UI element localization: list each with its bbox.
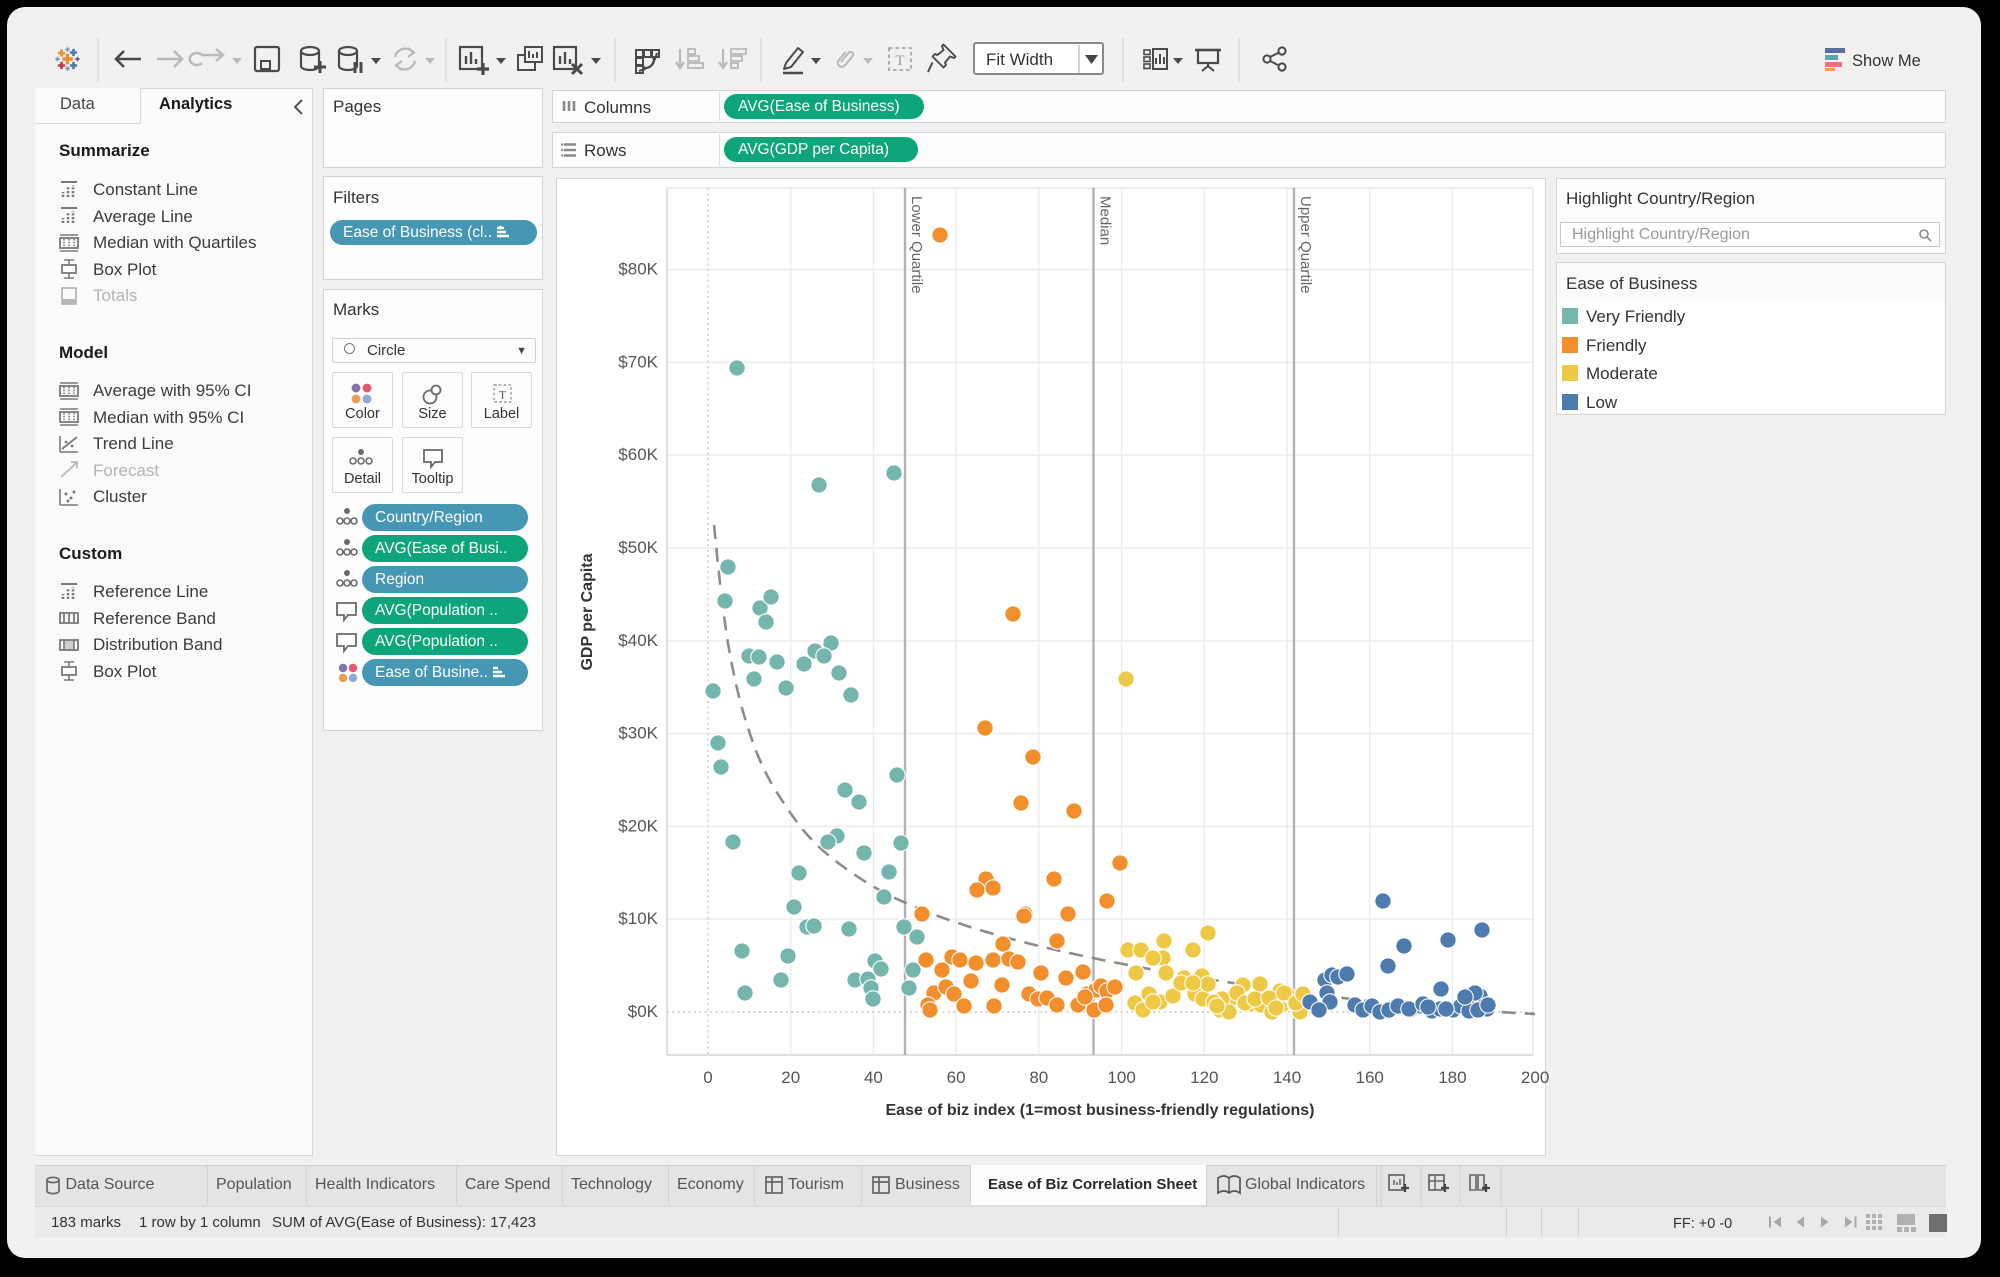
svg-text:Upper Quartile: Upper Quartile — [1297, 196, 1314, 294]
svg-text:T: T — [499, 388, 507, 402]
svg-text:100: 100 — [1107, 1068, 1135, 1087]
svg-text:$60K: $60K — [618, 445, 658, 464]
svg-text:$70K: $70K — [618, 352, 658, 371]
svg-text:120: 120 — [1190, 1068, 1218, 1087]
svg-text:$20K: $20K — [618, 816, 658, 835]
svg-text:200: 200 — [1521, 1068, 1549, 1087]
svg-text:GDP per Capita: GDP per Capita — [579, 553, 596, 670]
svg-text:160: 160 — [1356, 1068, 1384, 1087]
svg-text:Lower Quartile: Lower Quartile — [908, 196, 925, 294]
svg-text:$40K: $40K — [618, 631, 658, 650]
svg-text:$50K: $50K — [618, 538, 658, 557]
svg-text:20: 20 — [781, 1068, 800, 1087]
svg-text:0: 0 — [703, 1068, 712, 1087]
svg-text:Show Me: Show Me — [1852, 52, 1921, 70]
svg-text:$0K: $0K — [628, 1002, 659, 1021]
svg-text:FF: +0 -0: FF: +0 -0 — [1673, 1216, 1732, 1232]
svg-text:Median: Median — [1097, 196, 1114, 245]
svg-text:140: 140 — [1273, 1068, 1301, 1087]
svg-text:T: T — [895, 53, 904, 69]
svg-text:$10K: $10K — [618, 909, 658, 928]
svg-text:$80K: $80K — [618, 260, 658, 279]
svg-text:60: 60 — [947, 1068, 966, 1087]
svg-text:Fit Width: Fit Width — [986, 50, 1053, 69]
svg-text:180: 180 — [1438, 1068, 1466, 1087]
svg-text:40: 40 — [864, 1068, 883, 1087]
svg-text:80: 80 — [1029, 1068, 1048, 1087]
svg-text:Ease of biz index (1=most busi: Ease of biz index (1=most business-frien… — [886, 1102, 1315, 1119]
svg-text:$30K: $30K — [618, 724, 658, 743]
